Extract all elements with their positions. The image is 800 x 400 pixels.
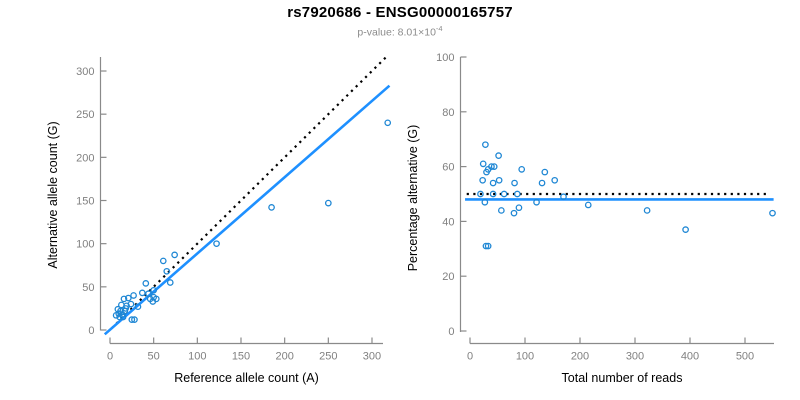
y-axis-tick-label: 200 bbox=[76, 152, 94, 164]
p-value-exponent: -4 bbox=[435, 24, 443, 33]
data-point bbox=[498, 207, 505, 214]
data-point bbox=[119, 313, 127, 321]
data-point bbox=[159, 257, 167, 265]
x-axis-tick-label: 50 bbox=[148, 351, 160, 363]
data-point bbox=[213, 240, 220, 248]
y-axis-title: Alternative allele count (G) bbox=[46, 121, 60, 268]
y-axis-tick-label: 300 bbox=[76, 66, 94, 78]
data-point bbox=[769, 209, 776, 217]
data-point bbox=[150, 286, 158, 294]
y-axis-tick-label: 0 bbox=[88, 325, 94, 337]
data-point bbox=[130, 292, 137, 299]
data-point bbox=[124, 294, 132, 302]
data-point bbox=[477, 190, 484, 198]
data-point bbox=[488, 163, 495, 170]
y-axis-tick-label: 20 bbox=[442, 271, 454, 283]
y-axis-tick-label: 40 bbox=[442, 216, 454, 228]
data-point bbox=[481, 198, 489, 206]
data-point bbox=[128, 316, 136, 323]
data-point bbox=[489, 190, 497, 198]
x-axis-tick-label: 150 bbox=[232, 351, 250, 363]
data-point bbox=[541, 168, 549, 176]
data-point bbox=[500, 190, 508, 198]
data-point bbox=[127, 300, 135, 308]
data-point bbox=[510, 209, 518, 217]
data-point bbox=[142, 280, 150, 287]
x-axis-tick-label: 250 bbox=[319, 351, 337, 363]
data-point bbox=[131, 316, 138, 323]
data-point bbox=[152, 295, 160, 303]
data-point bbox=[495, 176, 503, 184]
x-axis-tick-label: 300 bbox=[363, 351, 381, 363]
y-axis-tick-label: 50 bbox=[82, 282, 94, 294]
x-axis-tick-label: 0 bbox=[467, 351, 473, 363]
y-axis-tick-label: 60 bbox=[442, 162, 454, 174]
data-point bbox=[518, 165, 526, 173]
data-point bbox=[268, 204, 275, 211]
y-axis-tick-label: 100 bbox=[76, 239, 94, 251]
right-scatter-panel: 0 20 40 60 80 100 0 100 200 300 400 500 Total number… bbox=[400, 40, 800, 400]
data-point bbox=[120, 295, 128, 303]
y-axis-tick-label: 100 bbox=[436, 52, 454, 64]
data-point bbox=[138, 289, 146, 297]
x-axis-tick-label: 100 bbox=[188, 351, 206, 363]
data-point bbox=[171, 251, 178, 259]
x-axis-tick-label: 0 bbox=[107, 351, 113, 363]
data-point bbox=[560, 193, 567, 201]
data-point bbox=[538, 179, 546, 187]
y-axis-tick-label: 150 bbox=[76, 196, 94, 208]
data-point bbox=[483, 168, 490, 176]
y-axis-title: Percentage alternative (G) bbox=[406, 125, 420, 272]
data-point bbox=[489, 179, 497, 187]
chart-title: rs7920686 - ENSG00000165757 bbox=[287, 4, 513, 21]
data-point bbox=[163, 267, 171, 275]
data-point bbox=[484, 242, 492, 250]
x-axis-tick-label: 400 bbox=[681, 351, 699, 363]
percentage-alternative-scatter: 0 20 40 60 80 100 0 100 200 300 400 500 Total number… bbox=[406, 52, 776, 385]
x-axis-tick-label: 300 bbox=[626, 351, 644, 363]
data-point bbox=[533, 198, 540, 206]
data-point bbox=[324, 199, 332, 207]
data-point bbox=[490, 163, 498, 170]
x-axis-tick-label: 200 bbox=[571, 351, 589, 363]
data-point bbox=[584, 201, 592, 209]
data-point bbox=[513, 190, 521, 198]
x-axis-tick-label: 200 bbox=[275, 351, 293, 363]
left-scatter-panel: 0 50 100 150 200 250 300 0 50 100 150 200 250 300 Refe… bbox=[0, 40, 410, 400]
x-axis-title: Total number of reads bbox=[562, 371, 683, 385]
data-point bbox=[482, 141, 489, 149]
data-point bbox=[384, 119, 392, 127]
data-point bbox=[117, 307, 124, 315]
identity-line bbox=[110, 56, 387, 330]
data-point bbox=[643, 207, 651, 214]
y-axis-tick-label: 80 bbox=[442, 107, 454, 119]
x-axis-tick-label: 100 bbox=[516, 351, 534, 363]
p-value-subtitle: p-value: 8.01×10-4 bbox=[0, 24, 800, 39]
data-point bbox=[166, 279, 174, 286]
data-point bbox=[511, 179, 518, 187]
chart-header: rs7920686 - ENSG00000165757 p-value: 8.0… bbox=[0, 4, 800, 39]
x-axis-title: Reference allele count (A) bbox=[174, 371, 319, 385]
data-point bbox=[515, 204, 523, 212]
data-point bbox=[134, 303, 142, 311]
p-value-text: p-value: 8.01×10 bbox=[357, 26, 436, 39]
data-point bbox=[495, 152, 502, 159]
x-axis-tick-label: 500 bbox=[736, 351, 754, 363]
y-axis-tick-label: 0 bbox=[448, 326, 454, 338]
data-point bbox=[551, 176, 559, 184]
data-point bbox=[682, 226, 689, 233]
data-point bbox=[479, 160, 487, 168]
allele-count-scatter: 0 50 100 150 200 250 300 0 50 100 150 200 250 300 Refe… bbox=[46, 56, 392, 385]
data-point bbox=[479, 176, 487, 184]
y-axis-tick-label: 250 bbox=[76, 109, 94, 121]
data-point bbox=[482, 242, 490, 250]
